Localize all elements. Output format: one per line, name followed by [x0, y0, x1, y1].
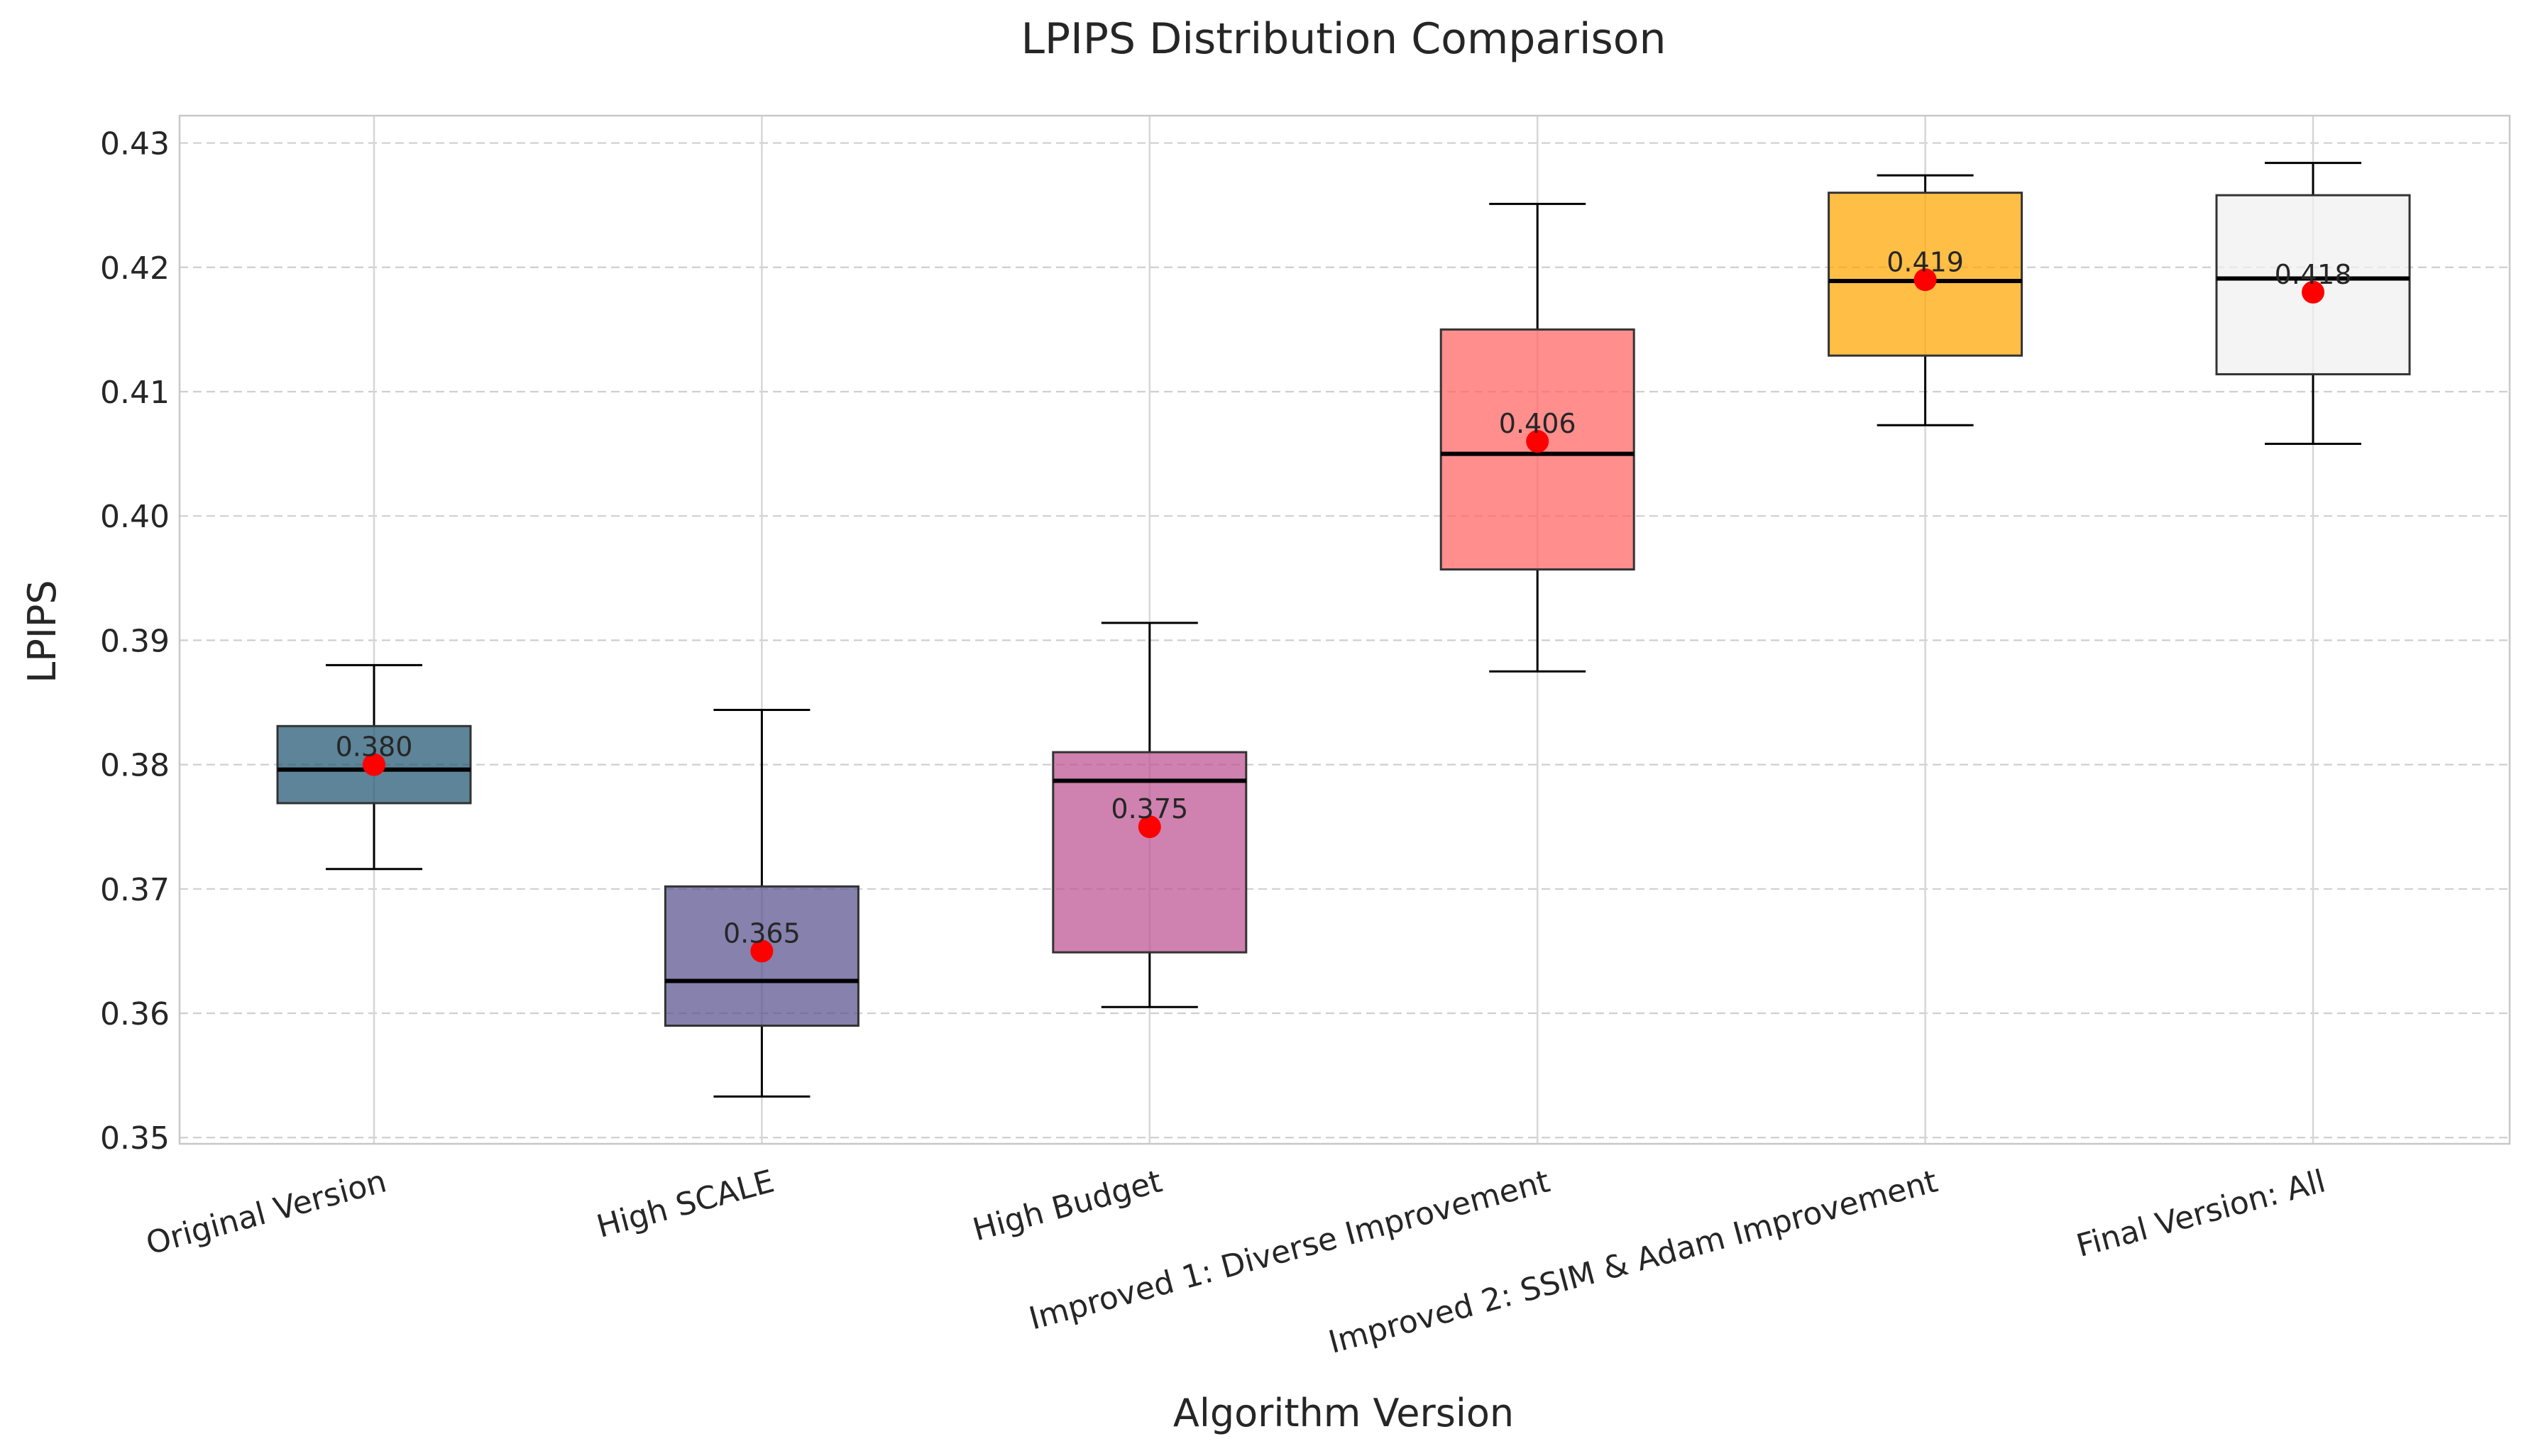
- box-group: 0.365: [664, 709, 859, 1098]
- y-tick-label: 0.40: [100, 499, 170, 535]
- plot-frame: [178, 114, 2511, 1145]
- mean-marker: [2302, 280, 2324, 304]
- x-axis-ticks: Original Version High SCALE High Budget Imp…: [143, 1163, 2329, 1361]
- x-tick-label: High SCALE: [593, 1163, 779, 1245]
- x-tick-label: Final Version: All: [2072, 1163, 2329, 1264]
- x-tick-label: High Budget: [969, 1163, 1165, 1248]
- chart-title: LPIPS Distribution Comparison: [1021, 14, 1666, 64]
- mean-marker: [1526, 430, 1549, 453]
- y-tick-label: 0.36: [100, 996, 170, 1032]
- mean-marker: [750, 939, 774, 963]
- y-tick-label: 0.39: [100, 623, 170, 659]
- y-tick-label: 0.35: [100, 1120, 170, 1157]
- iqr-box: [1052, 751, 1248, 954]
- box-series: 0.380 0.365 0.375 0.406 0.419 0.418: [276, 162, 2411, 1098]
- y-tick-label: 0.41: [100, 375, 170, 411]
- x-axis-label: Algorithm Version: [1173, 1391, 1514, 1435]
- mean-label: 0.380: [336, 732, 413, 763]
- mean-label: 0.365: [723, 917, 801, 949]
- box-group: 0.419: [1828, 174, 2023, 426]
- x-tick-label: Original Version: [143, 1163, 390, 1262]
- mean-marker: [1913, 268, 1937, 292]
- y-tick-label: 0.38: [100, 748, 170, 784]
- y-tick-label: 0.42: [100, 250, 170, 287]
- box-group: 0.418: [2215, 162, 2411, 446]
- y-tick-label: 0.37: [100, 872, 170, 908]
- mean-label: 0.419: [1886, 246, 1964, 277]
- y-tick-label: 0.43: [100, 126, 170, 162]
- gridlines: [180, 116, 2510, 1144]
- mean-label: 0.406: [1499, 408, 1576, 439]
- mean-label: 0.418: [2275, 259, 2352, 290]
- mean-marker: [363, 753, 385, 776]
- box-group: 0.406: [1439, 202, 1635, 673]
- box-group: 0.380: [276, 663, 472, 871]
- mean-marker: [1138, 815, 1161, 839]
- y-axis-ticks: 0.35 0.36 0.37 0.38 0.39 0.40 0.41 0.42 0.43: [100, 126, 170, 1157]
- box-group: 0.375: [1052, 622, 1248, 1008]
- x-tick-label: Improved 2: SSIM & Adam Improvement: [1325, 1163, 1942, 1361]
- mean-label: 0.375: [1111, 793, 1188, 824]
- y-axis-label: LPIPS: [20, 580, 65, 683]
